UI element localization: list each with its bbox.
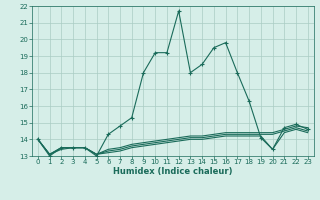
X-axis label: Humidex (Indice chaleur): Humidex (Indice chaleur) (113, 167, 233, 176)
